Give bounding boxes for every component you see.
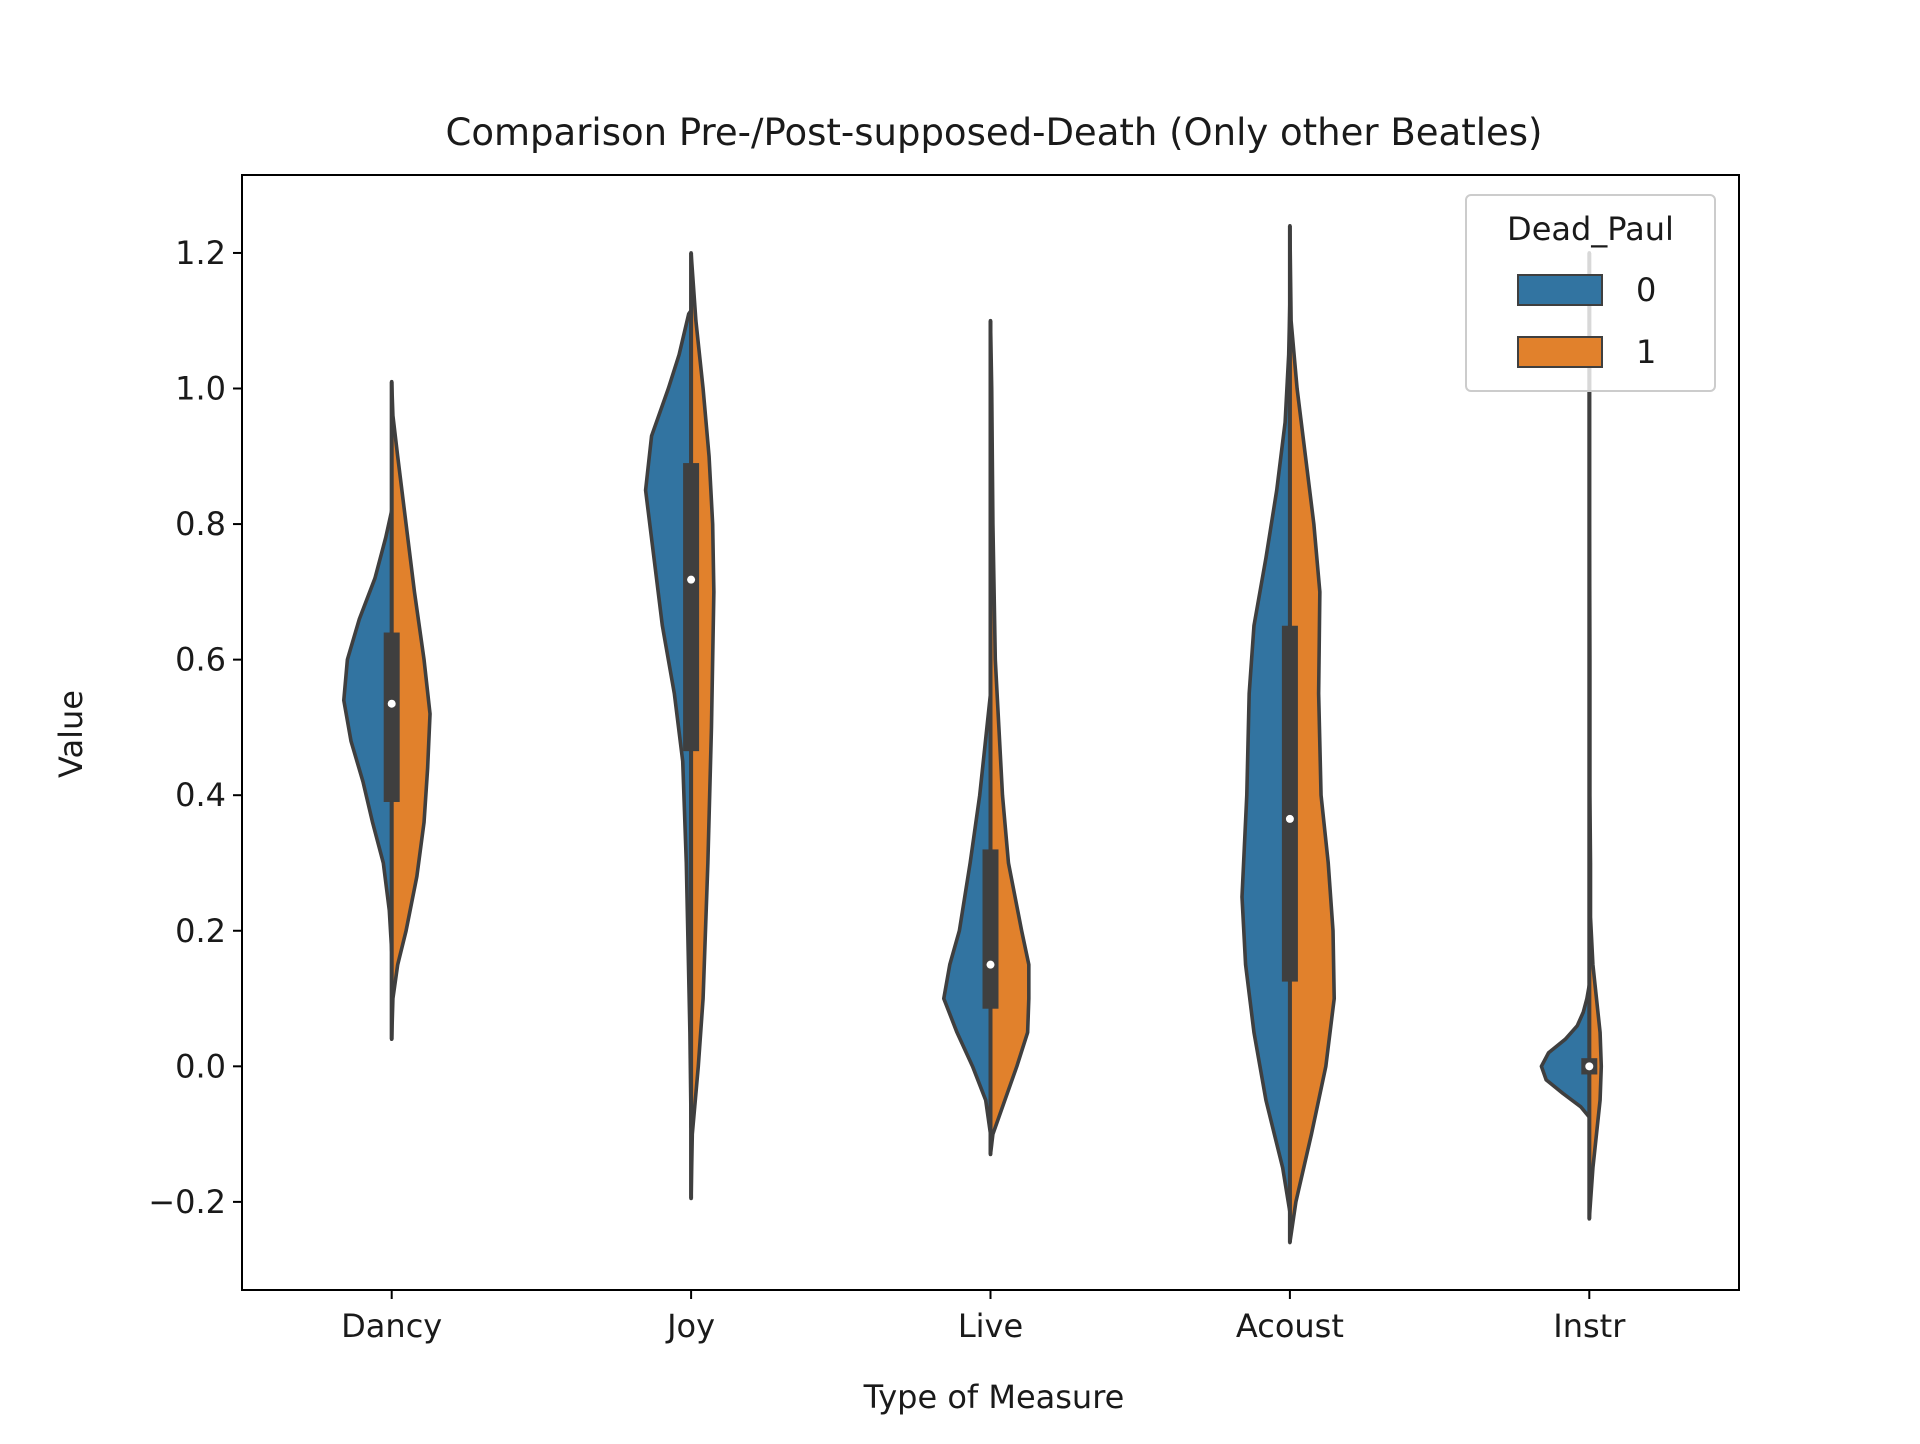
y-tick-label: 1.0 <box>175 370 226 408</box>
box-acoust <box>1281 625 1298 982</box>
median-instr <box>1585 1062 1594 1071</box>
box-dancy <box>383 632 400 802</box>
y-tick-label: 1.2 <box>175 234 226 272</box>
box-live <box>982 849 999 1009</box>
y-tick-label: 0.6 <box>175 641 226 679</box>
axes: −0.2 0.0 0.2 0.4 0.6 0.8 1.0 1.2 Dancy Joy Live Aco… <box>148 174 1740 1345</box>
chart-title: Comparison Pre-/Post-supposed-Death (Onl… <box>446 111 1543 154</box>
y-tick-label: 0.0 <box>175 1047 226 1085</box>
legend-title: Dead_Paul <box>1507 210 1674 248</box>
y-tick-label: 0.4 <box>175 776 226 814</box>
x-tick-label: Live <box>958 1307 1023 1345</box>
violin-live-series-1 <box>988 318 1031 1157</box>
x-tick-label: Instr <box>1553 1307 1626 1345</box>
x-tick-label: Dancy <box>341 1307 442 1345</box>
violin-acoust-series-1 <box>1288 224 1337 1245</box>
legend-swatch-0 <box>1517 274 1603 306</box>
x-tick-label: Joy <box>665 1307 715 1345</box>
x-axis-label: Type of Measure <box>863 1378 1125 1416</box>
plot-area <box>342 224 1604 1245</box>
legend-swatch-1 <box>1517 336 1603 368</box>
y-axis-label: Value <box>52 690 90 778</box>
box-joy <box>683 463 700 752</box>
violin-acoust-series-0 <box>1240 298 1292 1214</box>
violin-dancy-series-1 <box>389 379 432 1042</box>
median-joy <box>687 575 696 584</box>
legend: Dead_Paul 0 1 <box>1465 194 1716 392</box>
violin-dancy-series-0 <box>342 508 394 953</box>
legend-label-0: 0 <box>1636 271 1656 309</box>
median-live <box>986 960 995 969</box>
violin-joy-series-0 <box>643 308 693 1130</box>
violin-live-series-0 <box>941 691 993 1136</box>
y-tick-label: 0.2 <box>175 912 226 950</box>
y-tick-label: 0.8 <box>175 505 226 543</box>
x-tick-label: Acoust <box>1236 1307 1344 1345</box>
median-dancy <box>387 699 396 708</box>
median-acoust <box>1285 814 1294 823</box>
violin-instr-series-0 <box>1539 983 1592 1119</box>
y-tick-label: −0.2 <box>148 1183 226 1221</box>
legend-label-1: 1 <box>1636 333 1656 371</box>
